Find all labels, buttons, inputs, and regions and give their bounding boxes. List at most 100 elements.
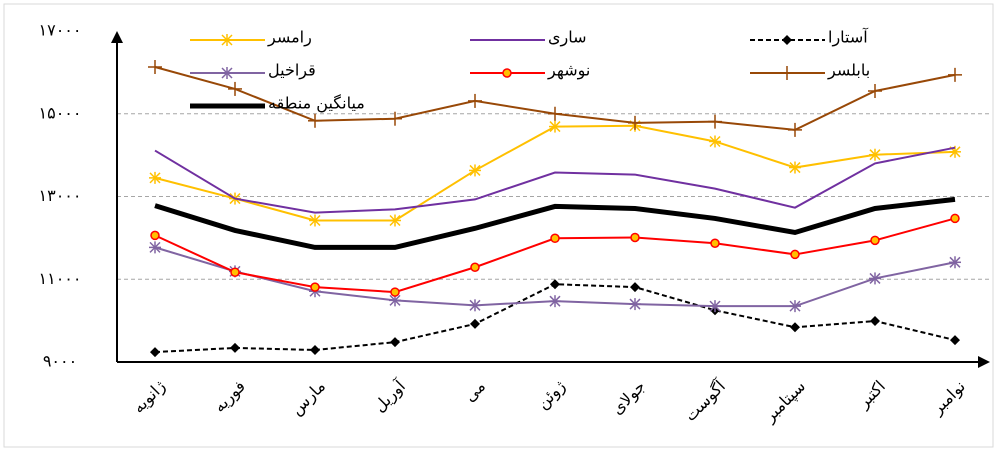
marker-stroke bbox=[149, 172, 161, 184]
data-point bbox=[389, 214, 401, 227]
data-point bbox=[950, 213, 960, 224]
marker-stroke bbox=[469, 299, 481, 311]
marker-stroke bbox=[221, 34, 233, 46]
x-tick-label: ژانویه bbox=[129, 376, 170, 417]
data-point bbox=[948, 67, 962, 82]
x-tick-label: می bbox=[460, 377, 489, 406]
legend-item: قراخیل bbox=[190, 61, 316, 81]
legend-item: میانگین منطقه bbox=[190, 94, 365, 114]
series-line bbox=[154, 196, 956, 250]
data-point bbox=[310, 345, 320, 356]
data-point bbox=[790, 322, 800, 333]
marker-stroke bbox=[221, 67, 233, 79]
data-point bbox=[310, 282, 320, 292]
data-point bbox=[708, 114, 722, 129]
y-axis-arrow bbox=[111, 31, 123, 43]
data-point bbox=[789, 300, 801, 313]
legend-item: بابلسر bbox=[750, 61, 870, 81]
marker-stroke bbox=[389, 294, 401, 306]
marker-shape bbox=[790, 322, 800, 333]
legend-label: رامسر bbox=[267, 28, 312, 48]
marker-shape bbox=[502, 68, 512, 78]
marker-shape bbox=[150, 347, 160, 358]
legend-item: رامسر bbox=[190, 28, 312, 48]
data-point bbox=[550, 233, 560, 244]
data-point bbox=[709, 300, 721, 313]
data-point bbox=[228, 81, 242, 96]
marker-stroke bbox=[469, 164, 481, 176]
marker-shape bbox=[470, 262, 480, 273]
data-point bbox=[710, 238, 720, 249]
data-point bbox=[549, 295, 561, 308]
marker-shape bbox=[150, 230, 160, 241]
data-point bbox=[388, 111, 402, 126]
data-point bbox=[868, 83, 882, 98]
marker-stroke bbox=[309, 214, 321, 227]
y-tick-label: ۱۳۰۰۰ bbox=[39, 186, 82, 205]
legend-label: ساری bbox=[548, 28, 587, 48]
marker-shape bbox=[630, 282, 640, 293]
x-tick-label: اکتبر bbox=[853, 377, 889, 413]
data-point bbox=[230, 267, 240, 277]
data-point bbox=[470, 318, 480, 329]
y-tick-label: ۱۷۰۰۰ bbox=[39, 21, 82, 40]
data-point bbox=[469, 299, 481, 312]
x-tick-label: آگوست bbox=[681, 375, 731, 425]
data-point bbox=[469, 164, 481, 177]
data-point bbox=[148, 59, 162, 74]
marker-stroke bbox=[789, 162, 801, 174]
x-tick-label: فوریه bbox=[210, 377, 250, 417]
data-point bbox=[630, 232, 640, 243]
legend-label: قراخیل bbox=[268, 61, 316, 81]
data-point bbox=[870, 316, 880, 327]
x-tick-label: ژوئن bbox=[533, 376, 570, 413]
data-point bbox=[950, 335, 960, 346]
data-point bbox=[869, 272, 881, 285]
marker-shape bbox=[310, 345, 320, 356]
data-point bbox=[309, 214, 321, 227]
marker-shape bbox=[550, 279, 560, 290]
marker-stroke bbox=[389, 214, 401, 227]
x-axis-arrow bbox=[978, 356, 990, 368]
x-tick-label: آوریل bbox=[370, 375, 411, 416]
marker-shape bbox=[630, 232, 640, 243]
data-point bbox=[548, 106, 562, 121]
marker-shape bbox=[470, 318, 480, 329]
data-point bbox=[789, 161, 801, 174]
chart-border bbox=[3, 3, 994, 448]
x-tick-label: نوامبر bbox=[927, 377, 970, 420]
data-point bbox=[549, 120, 561, 133]
marker-stroke bbox=[949, 146, 961, 158]
legend-label: بابلسر bbox=[827, 61, 870, 81]
marker-shape bbox=[710, 238, 720, 249]
data-point bbox=[150, 347, 160, 358]
series-line bbox=[154, 146, 956, 214]
data-point bbox=[788, 122, 802, 137]
data-point bbox=[949, 256, 961, 269]
marker-shape bbox=[230, 267, 240, 277]
data-point bbox=[629, 298, 641, 311]
x-tick-label: مارس bbox=[287, 377, 330, 420]
legend-item: نوشهر bbox=[470, 61, 590, 81]
x-tick-label: سپتامبر bbox=[759, 377, 809, 427]
marker-stroke bbox=[709, 300, 721, 312]
data-point bbox=[230, 342, 240, 353]
y-tick-label: ۱۱۰۰۰ bbox=[39, 269, 82, 288]
marker-shape bbox=[550, 233, 560, 244]
x-tick-label: جولای bbox=[607, 377, 649, 419]
marker-shape bbox=[950, 213, 960, 224]
data-point bbox=[790, 249, 800, 260]
data-point bbox=[628, 115, 642, 130]
marker-stroke bbox=[629, 298, 641, 310]
marker-stroke bbox=[869, 149, 881, 161]
marker-shape bbox=[790, 249, 800, 260]
marker-stroke bbox=[709, 135, 721, 148]
legend-label: نوشهر bbox=[547, 61, 590, 81]
legend-label: میانگین منطقه bbox=[268, 94, 365, 114]
marker-shape bbox=[870, 316, 880, 327]
data-point bbox=[869, 148, 881, 161]
data-point bbox=[308, 113, 322, 128]
marker-stroke bbox=[549, 295, 561, 307]
marker-stroke bbox=[149, 241, 161, 253]
